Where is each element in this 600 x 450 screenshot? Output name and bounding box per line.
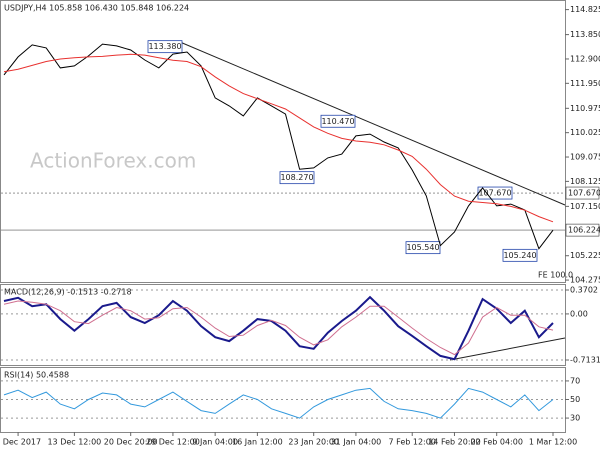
annotation-label: 107.670 <box>478 189 511 198</box>
x-tick-label: 20 Dec 20:00 <box>104 438 158 447</box>
y-tick-label: 110.025 <box>570 128 600 137</box>
series-line <box>3 387 554 419</box>
price-panel <box>0 0 566 283</box>
panel-title: USDJPY,H4 105.858 106.430 105.848 106.22… <box>4 4 189 13</box>
annotation-label: 105.240 <box>503 251 536 260</box>
x-tick-label: 9 Jan 04:00 <box>192 438 238 447</box>
y-tick-label: 0.3702 <box>570 285 598 294</box>
x-tick-label: 23 Jan 20:00 <box>288 438 339 447</box>
annotation-box <box>147 40 183 54</box>
x-tick-label: 6 Dec 2017 <box>0 438 41 447</box>
level-box <box>565 223 600 237</box>
y-tick-label: 111.950 <box>570 79 600 88</box>
y-tick-label: -0.7131 <box>570 355 600 364</box>
y-tick-label: 114.825 <box>570 5 600 14</box>
annotation-box <box>320 114 356 128</box>
y-tick-label: 108.125 <box>570 177 600 186</box>
x-tick-label: 29 Dec 12:00 <box>146 438 200 447</box>
y-tick-label: 109.075 <box>570 153 600 162</box>
macd-panel <box>0 284 566 366</box>
annotation-box <box>502 248 538 262</box>
y-tick-label: 104.275 <box>570 276 600 285</box>
panel-title: RSI(14) 50.4588 <box>4 371 69 380</box>
y-tick-label: 112.900 <box>570 54 600 63</box>
level-label: 107.670 <box>568 189 600 198</box>
x-tick-label: 1 Mar 12:00 <box>529 438 577 447</box>
x-tick-label: 14 Feb 20:00 <box>428 438 480 447</box>
y-tick-label: 0.00 <box>570 309 588 318</box>
y-tick-label: 30 <box>570 414 580 423</box>
annotation-label: 108.270 <box>280 173 313 182</box>
series-line <box>3 295 554 361</box>
fe-label: FE 100.0 <box>538 271 573 280</box>
panel-title: MACD(12,26,9) -0.1513 -0.2718 <box>4 288 132 297</box>
trend-line <box>179 41 566 206</box>
annotation-label: 105.540 <box>406 243 439 252</box>
series-line <box>3 43 554 250</box>
y-tick-label: 110.975 <box>570 104 600 113</box>
watermark: ActionForex.com <box>30 149 196 173</box>
y-tick-label: 107.150 <box>570 202 600 211</box>
series-line <box>3 53 554 223</box>
y-tick-label: 105.225 <box>570 251 600 260</box>
x-tick-label: 22 Feb 04:00 <box>470 438 522 447</box>
y-tick-label: 50 <box>570 395 580 404</box>
annotation-box <box>279 171 315 185</box>
y-tick-label: 70 <box>570 376 580 385</box>
level-label: 106.224 <box>568 226 600 235</box>
x-tick-label: 31 Jan 04:00 <box>331 438 382 447</box>
annotation-label: 110.470 <box>321 117 354 126</box>
x-tick-label: 7 Feb 12:00 <box>389 438 436 447</box>
macd-trend-line <box>449 337 566 361</box>
x-tick-label: 16 Jan 12:00 <box>232 438 283 447</box>
y-tick-label: 113.850 <box>570 30 600 39</box>
annotation-label: 113.380 <box>148 42 181 51</box>
level-box <box>565 186 600 200</box>
series-line <box>3 300 554 356</box>
x-tick-label: 13 Dec 12:00 <box>47 438 101 447</box>
annotation-box <box>405 241 441 255</box>
